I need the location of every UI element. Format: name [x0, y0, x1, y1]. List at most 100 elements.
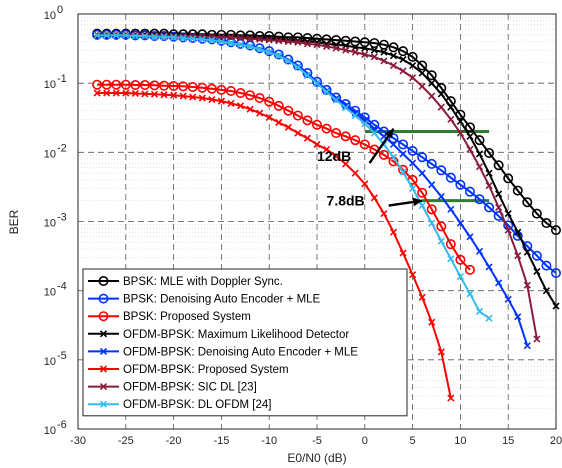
data-point — [350, 135, 361, 146]
data-point — [484, 202, 495, 213]
data-point — [474, 135, 485, 146]
data-point — [466, 145, 474, 154]
data-point — [342, 104, 350, 112]
data-point — [361, 180, 369, 188]
data-point — [388, 133, 399, 144]
data-point — [208, 36, 216, 44]
legend-swatch-marker — [99, 383, 108, 391]
x-tick-label: -30 — [70, 435, 86, 447]
data-point — [466, 132, 474, 140]
data-point — [197, 82, 208, 93]
data-point — [522, 197, 533, 208]
data-point — [351, 48, 359, 56]
y-axis-label: BER — [7, 209, 21, 234]
data-point — [227, 39, 235, 47]
data-point — [303, 40, 312, 48]
data-point — [159, 80, 170, 91]
y-tick-exponent: -5 — [57, 350, 67, 362]
data-point — [428, 181, 436, 189]
legend-label: BPSK: Proposed System — [123, 311, 251, 323]
data-point — [407, 145, 418, 156]
data-point — [361, 50, 369, 59]
data-point — [265, 48, 273, 56]
data-point — [456, 272, 464, 281]
legend-label: OFDM-BPSK: DL OFDM [24] — [123, 399, 271, 411]
data-point — [131, 32, 139, 40]
data-point — [428, 79, 436, 87]
series-3 — [92, 79, 475, 275]
data-point — [380, 210, 388, 218]
data-point — [206, 83, 217, 94]
data-point — [428, 92, 436, 100]
data-point — [141, 32, 149, 40]
data-point — [361, 120, 369, 128]
data-point — [398, 46, 409, 57]
data-point — [437, 90, 445, 98]
data-point — [514, 252, 522, 260]
data-point — [418, 169, 426, 177]
data-point — [179, 34, 187, 42]
data-point — [331, 128, 342, 139]
data-point — [321, 123, 332, 134]
y-tick-exponent: -3 — [57, 212, 67, 224]
data-point — [111, 79, 122, 90]
data-point — [160, 91, 168, 99]
data-point — [437, 192, 445, 201]
data-point — [475, 150, 484, 158]
data-point — [378, 39, 389, 50]
legend-entry: OFDM-BPSK: DL OFDM [24] — [88, 399, 271, 411]
data-point — [428, 219, 436, 227]
data-point — [399, 249, 407, 257]
y-tick-exponent: -4 — [57, 281, 67, 293]
data-point — [475, 307, 484, 316]
series-line — [97, 32, 557, 231]
data-point — [504, 210, 512, 218]
data-point — [351, 169, 359, 177]
x-tick-label: -5 — [312, 435, 322, 447]
data-point — [168, 80, 179, 91]
data-point — [340, 131, 351, 142]
legend-entry: BPSK: MLE with Doppler Sync. — [88, 275, 283, 288]
data-point — [417, 152, 428, 163]
data-point — [495, 190, 503, 198]
data-point — [426, 204, 437, 215]
data-point — [455, 254, 466, 265]
data-point — [273, 100, 284, 111]
data-point — [552, 302, 560, 310]
data-point — [369, 38, 380, 49]
y-tick-label: 10 — [44, 356, 56, 368]
data-point — [437, 237, 445, 245]
data-point — [409, 74, 417, 82]
x-tick-label: -15 — [213, 435, 229, 447]
data-point — [112, 31, 120, 39]
data-point — [322, 88, 331, 96]
legend-entry: OFDM-BPSK: Denoising Auto Encoder + MLE — [88, 346, 358, 358]
data-point — [531, 208, 542, 219]
data-point — [512, 185, 523, 196]
data-point — [264, 96, 275, 107]
data-point — [275, 52, 283, 60]
data-point — [208, 95, 216, 104]
data-point — [265, 36, 273, 44]
data-point — [284, 123, 292, 131]
data-point — [485, 169, 493, 177]
data-point — [227, 99, 235, 107]
y-tick-label: 10 — [44, 425, 56, 437]
data-point — [131, 89, 139, 98]
legend-label: OFDM-BPSK: Denoising Auto Encoder + MLE — [123, 346, 358, 358]
data-point — [236, 41, 245, 49]
data-point — [92, 79, 103, 90]
data-point — [370, 53, 378, 61]
data-point — [93, 89, 101, 97]
data-point — [216, 29, 227, 40]
legend-entry: BPSK: Denoising Auto Encoder + MLE — [88, 293, 321, 306]
legend-entry: OFDM-BPSK: Proposed System — [88, 364, 289, 376]
arrows — [368, 127, 423, 207]
arrow-head — [384, 128, 394, 139]
x-axis-label: E0/N0 (dB) — [287, 451, 346, 465]
data-point — [294, 38, 302, 46]
data-point — [332, 44, 340, 52]
data-point — [313, 41, 321, 49]
x-tick-label: 5 — [410, 435, 416, 447]
data-point — [303, 134, 312, 142]
